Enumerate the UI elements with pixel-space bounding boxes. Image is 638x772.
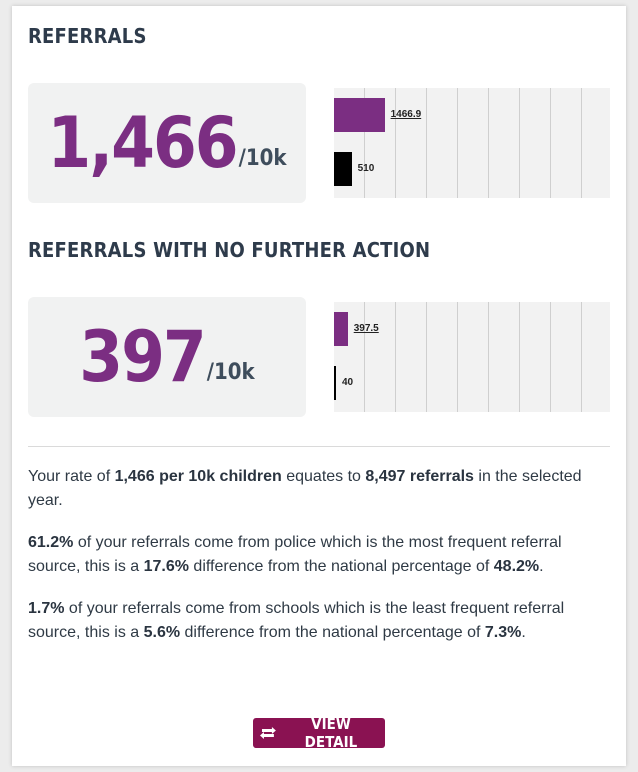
police-difference: 17.6% (143, 558, 189, 575)
referrals-bar-local (334, 98, 385, 132)
referrals-rate-unit: /10k (238, 146, 287, 171)
nfa-bar-local (334, 312, 348, 346)
nfa-bar-chart: 397.5 40 (334, 302, 610, 412)
section-divider (28, 446, 610, 447)
nfa-bar-label-local: 397.5 (353, 323, 379, 334)
refresh-icon (259, 727, 276, 739)
summary-rate-text-3: in the selected year. (28, 468, 582, 509)
nfa-bar-national (334, 366, 336, 400)
nfa-rate-unit: /10k (206, 360, 255, 385)
summary-schools-text-2: difference from the national percentage … (180, 624, 485, 641)
schools-national-percentage: 7.3% (484, 624, 522, 641)
summary-rate-text-1: Your rate of (28, 468, 115, 485)
referrals-bar-label-national: 510 (357, 163, 375, 174)
referrals-stat-box: 1,466 /10k (28, 83, 306, 203)
summary-referral-count: 8,497 referrals (365, 468, 474, 485)
referrals-rate-value: 1,466 (47, 102, 238, 184)
summary-rate-value: 1,466 per 10k children (114, 468, 282, 485)
summary-rate-text-2: equates to (281, 468, 366, 485)
referrals-bar-national (334, 152, 352, 186)
summary-police-text-1: of your referrals come from police which… (28, 534, 562, 575)
nfa-rate-value: 397 (79, 316, 206, 398)
police-percentage: 61.2% (28, 534, 74, 551)
nfa-bar-label-national: 40 (342, 377, 354, 388)
view-detail-label: VIEW DETAIL (304, 715, 358, 751)
summary-schools-text: 1.7% of your referrals come from schools… (28, 597, 618, 645)
schools-percentage: 1.7% (28, 600, 65, 617)
referrals-card: REFERRALS 1,466 /10k 1466.9 510 REFERRALS… (12, 6, 626, 766)
view-detail-button[interactable]: VIEW DETAIL (253, 715, 385, 751)
summary-police-text-3: . (539, 558, 544, 575)
police-national-percentage: 48.2% (493, 558, 540, 575)
summary-rate-text: Your rate of 1,466 per 10k children equa… (28, 465, 618, 513)
summary-schools-text-3: . (521, 624, 526, 641)
referrals-bar-chart: 1466.9 510 (334, 88, 610, 198)
referrals-bar-label-local: 1466.9 (390, 109, 422, 120)
summary-schools-text-1: of your referrals come from schools whic… (28, 600, 565, 641)
nfa-heading: REFERRALS WITH NO FURTHER ACTION (28, 238, 431, 262)
summary-police-text: 61.2% of your referrals come from police… (28, 531, 618, 579)
summary-police-text-2: difference from the national percentage … (188, 558, 494, 575)
schools-difference: 5.6% (143, 624, 181, 641)
nfa-stat-box: 397 /10k (28, 297, 306, 417)
referrals-heading: REFERRALS (28, 24, 147, 48)
